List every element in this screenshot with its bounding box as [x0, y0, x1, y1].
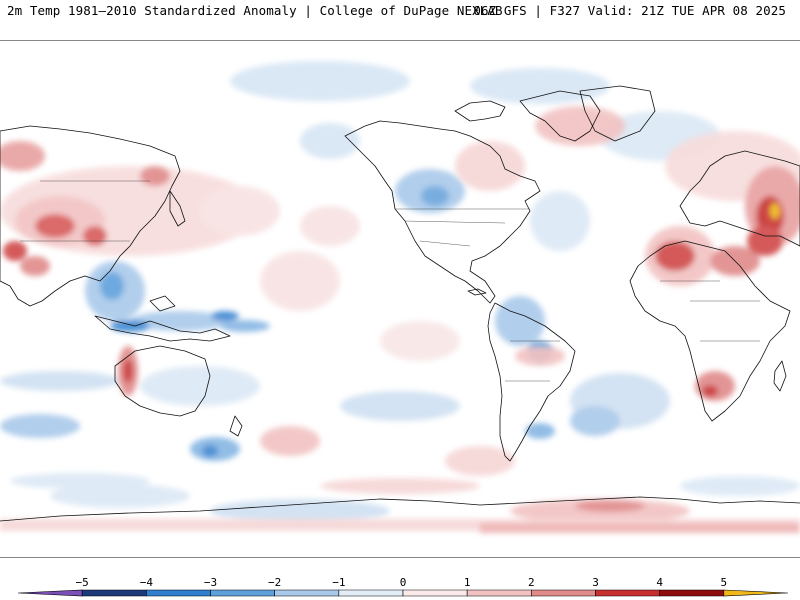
- colorbar-tick-label: −5: [75, 576, 89, 589]
- colorbar-segment: [338, 589, 404, 597]
- colorbar-segment: [274, 589, 340, 597]
- africa-outline: [629, 240, 791, 422]
- europe-outline: [679, 150, 800, 247]
- colorbar-tick-label: −2: [268, 576, 282, 589]
- antarctica-outline: [0, 496, 800, 522]
- colorbar-tick-label: −4: [139, 576, 153, 589]
- colorbar-tick-label: 5: [720, 576, 728, 589]
- political-borders: [20, 180, 760, 382]
- north-america-outline: [344, 120, 541, 304]
- warm-anomaly-patches: [0, 106, 800, 533]
- colorbar-segment: [531, 589, 596, 597]
- indonesia-outline: [94, 315, 231, 342]
- colorbar-segment: [210, 589, 275, 597]
- colorbar-segment: [466, 589, 532, 597]
- coastlines: [0, 85, 800, 522]
- map-canvas: [0, 61, 800, 533]
- model-run-info: 06Z GFS | F327 Valid: 21Z TUE APR 08 202…: [473, 3, 786, 18]
- colorbar-segment: [595, 589, 660, 597]
- colorbar-segment: [659, 589, 725, 597]
- colorbar-tick-label: 2: [528, 576, 535, 589]
- colorbar-segment: [81, 589, 147, 597]
- map-title: 2m Temp 1981–2010 Standardized Anomaly |…: [7, 3, 503, 18]
- colorbar-segment: [402, 589, 468, 597]
- anomaly-map: [0, 40, 800, 558]
- colorbar-tick-label: 1: [463, 576, 471, 589]
- anomaly-colorbar: [17, 589, 789, 597]
- asia-outline: [0, 125, 181, 307]
- colorbar-tick-label: −1: [332, 576, 346, 589]
- colorbar-tick-label: 3: [592, 576, 599, 589]
- australia-outline: [114, 345, 211, 417]
- colorbar-segment: [17, 589, 83, 597]
- colorbar-segment: [723, 589, 789, 597]
- greenland-outline: [579, 85, 656, 142]
- colorbar-segment: [146, 589, 211, 597]
- south-america-outline: [487, 302, 576, 462]
- colorbar-tick-label: 0: [399, 576, 407, 589]
- cold-anomaly-patches: [0, 61, 800, 523]
- colorbar-tick-label: −3: [203, 576, 218, 589]
- colorbar-tick-label: 4: [656, 576, 663, 589]
